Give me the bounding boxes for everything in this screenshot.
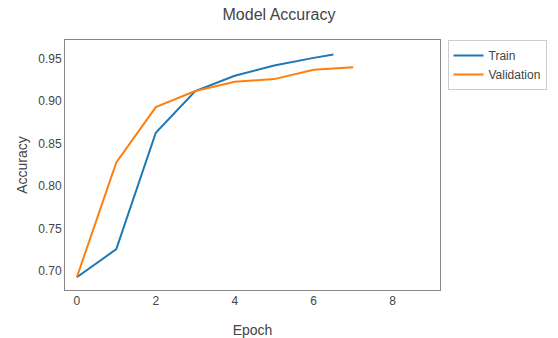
svg-text:0.80: 0.80 xyxy=(38,179,62,193)
svg-text:0: 0 xyxy=(73,294,80,308)
svg-text:Epoch: Epoch xyxy=(233,322,273,338)
svg-text:Validation: Validation xyxy=(489,68,541,82)
svg-text:Accuracy: Accuracy xyxy=(14,136,30,194)
svg-text:Model Accuracy: Model Accuracy xyxy=(223,6,336,23)
svg-text:0.70: 0.70 xyxy=(38,264,62,278)
svg-text:0.85: 0.85 xyxy=(38,137,62,151)
svg-text:6: 6 xyxy=(310,294,317,308)
svg-text:0.90: 0.90 xyxy=(38,94,62,108)
svg-text:8: 8 xyxy=(389,294,396,308)
svg-text:0.75: 0.75 xyxy=(38,222,62,236)
svg-text:4: 4 xyxy=(231,294,238,308)
svg-text:Train: Train xyxy=(489,49,516,63)
svg-text:0.95: 0.95 xyxy=(38,52,62,66)
svg-text:2: 2 xyxy=(152,294,159,308)
